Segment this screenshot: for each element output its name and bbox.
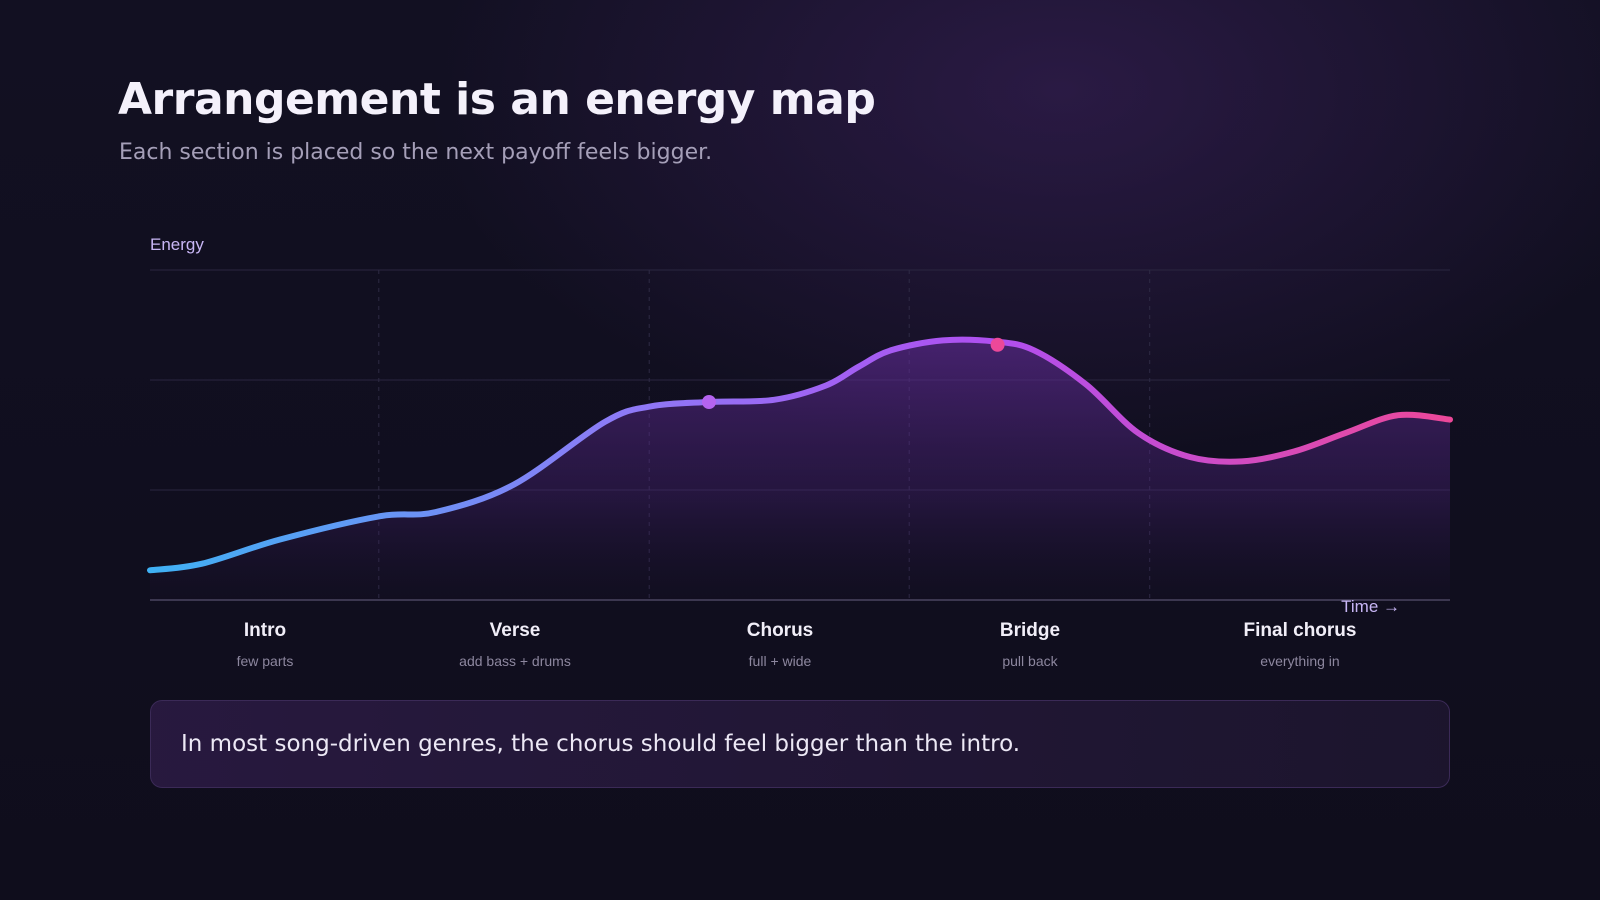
section-bridge: Bridge pull back bbox=[910, 620, 1150, 669]
page-subtitle: Each section is placed so the next payof… bbox=[119, 140, 713, 165]
section-final-chorus: Final chorus everything in bbox=[1180, 620, 1420, 669]
section-desc: everything in bbox=[1260, 653, 1340, 669]
section-desc: add bass + drums bbox=[459, 653, 571, 669]
section-intro: Intro few parts bbox=[145, 620, 385, 669]
data-marker bbox=[990, 337, 1005, 352]
section-name: Chorus bbox=[746, 620, 814, 641]
section-desc: few parts bbox=[236, 653, 294, 669]
callout-text: In most song-driven genres, the chorus s… bbox=[181, 731, 1021, 757]
section-chorus: Chorus full + wide bbox=[660, 620, 900, 669]
section-desc: full + wide bbox=[748, 653, 812, 669]
energy-area bbox=[150, 339, 1450, 600]
x-axis-label: Time → bbox=[1341, 597, 1400, 616]
data-marker bbox=[702, 395, 716, 409]
callout-box: In most song-driven genres, the chorus s… bbox=[150, 700, 1450, 788]
section-verse: Verse add bass + drums bbox=[395, 620, 635, 669]
markers bbox=[702, 337, 1005, 409]
section-name: Bridge bbox=[999, 620, 1061, 641]
section-labels: Intro few parts Verse add bass + drums C… bbox=[0, 620, 1600, 680]
page-title: Arrangement is an energy map bbox=[118, 74, 876, 125]
energy-line bbox=[147, 336, 1453, 574]
section-desc: pull back bbox=[1002, 653, 1058, 669]
energy-chart: Energy Time → bbox=[147, 235, 1453, 616]
section-name: Intro bbox=[243, 620, 287, 641]
section-name: Verse bbox=[489, 620, 541, 641]
section-name: Final chorus bbox=[1243, 620, 1357, 641]
y-axis-label: Energy bbox=[150, 235, 204, 254]
